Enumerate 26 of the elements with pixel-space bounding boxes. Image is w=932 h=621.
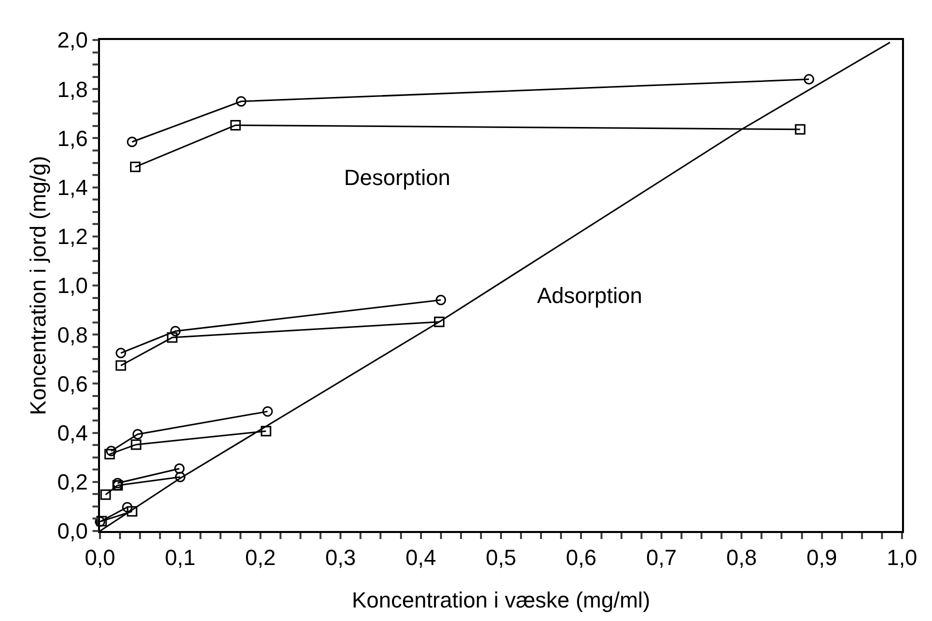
x-tick-label: 0,3 [325,545,356,570]
annotation: Adsorption [537,283,642,308]
x-tick-label: 0,8 [726,545,757,570]
y-tick-label: 0,4 [57,420,88,446]
y-tick-label: 2,0 [57,28,88,53]
y-tick-label: 1,6 [57,126,88,151]
y-tick-label: 0,0 [57,518,88,544]
y-tick-label: 0,8 [57,322,88,348]
x-axis-title: Koncentration i væske (mg/ml) [352,588,650,612]
x-tick-label: 1,0 [886,545,918,570]
y-tick-label: 0,6 [57,371,88,396]
x-tick-label: 0,2 [245,545,276,570]
annotation: Desorption [344,165,450,190]
x-tick-label: 0,9 [806,545,838,570]
y-tick-label: 1,2 [57,224,88,250]
y-axis-title: Koncentration i jord (mg/g) [26,156,50,416]
x-tick-label: 0,1 [164,545,196,570]
y-tick-label: 0,2 [57,470,88,495]
y-tick-label: 1,8 [57,76,88,102]
x-tick-label: 0,7 [646,545,677,570]
x-tick-label: 0,5 [486,545,516,570]
y-tick-label: 1,0 [57,273,88,298]
y-tick-label: 1,4 [57,175,88,200]
x-tick-label: 0,4 [406,545,436,570]
x-tick-label: 0,0 [84,545,116,570]
x-tick-label: 0,6 [566,545,596,570]
